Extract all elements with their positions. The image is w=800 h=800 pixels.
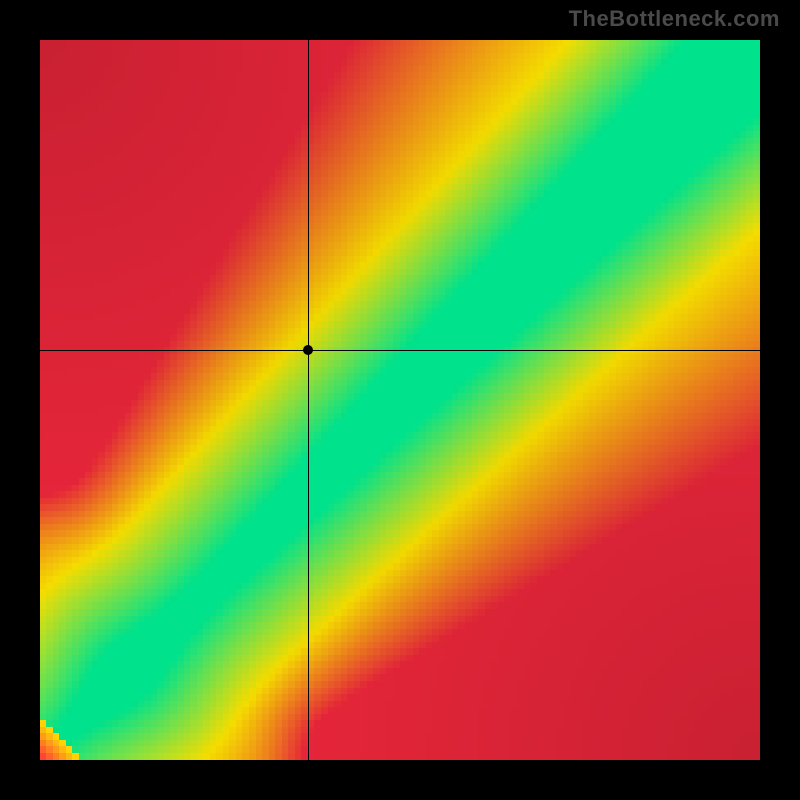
crosshair-vertical: [308, 40, 309, 760]
root: TheBottleneck.com: [0, 0, 800, 800]
watermark-text: TheBottleneck.com: [569, 6, 780, 32]
heatmap-canvas: [40, 40, 760, 760]
heatmap-plot: [40, 40, 760, 760]
crosshair-horizontal: [40, 350, 760, 351]
crosshair-point: [303, 345, 313, 355]
